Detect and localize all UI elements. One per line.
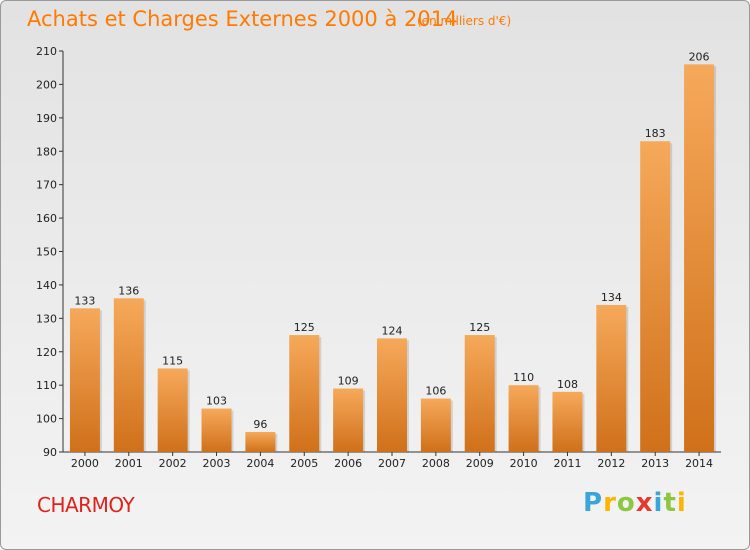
x-tick-label: 2010: [510, 457, 538, 470]
data-label: 134: [601, 291, 622, 304]
x-tick-label: 2005: [290, 457, 318, 470]
logo-letter: r: [603, 488, 617, 518]
y-tick-label: 160: [36, 212, 57, 225]
bar: [684, 64, 715, 452]
x-tick-label: 2002: [159, 457, 187, 470]
data-label: 103: [206, 395, 227, 408]
y-tick-label: 180: [36, 145, 57, 158]
data-label: 136: [118, 284, 139, 297]
logo-letter: t: [663, 488, 677, 518]
bar: [289, 335, 320, 452]
x-tick-label: 2008: [422, 457, 450, 470]
y-tick-label: 130: [36, 312, 57, 325]
data-label: 124: [382, 324, 403, 337]
y-tick-label: 210: [36, 45, 57, 58]
data-label: 206: [689, 50, 710, 63]
data-label: 108: [557, 378, 578, 391]
bar: [245, 431, 276, 452]
bar: [201, 408, 232, 452]
chart-subtitle: (en milliers d'€): [417, 14, 512, 28]
x-tick-label: 2011: [553, 457, 581, 470]
proxiti-logo: Proxiti: [583, 488, 687, 518]
x-tick-label: 2014: [685, 457, 713, 470]
bar: [508, 385, 539, 452]
y-tick-label: 120: [36, 346, 57, 359]
bar: [552, 391, 583, 452]
y-tick-label: 90: [43, 446, 57, 459]
x-tick-label: 2013: [641, 457, 669, 470]
logo-letter: i: [676, 488, 687, 518]
x-tick-label: 2012: [597, 457, 625, 470]
logo-letter: i: [653, 488, 664, 518]
bar: [596, 304, 627, 452]
x-tick-label: 2009: [466, 457, 494, 470]
logo-letter: o: [616, 488, 636, 518]
data-label: 110: [513, 371, 534, 384]
y-tick-label: 170: [36, 179, 57, 192]
x-tick-label: 2001: [115, 457, 143, 470]
bar: [113, 298, 144, 452]
data-label: 125: [294, 321, 315, 334]
x-tick-label: 2003: [203, 457, 231, 470]
data-label: 109: [338, 375, 359, 388]
bar: [420, 398, 451, 452]
data-label: 183: [645, 127, 666, 140]
bar: [464, 335, 495, 452]
logo-letter: x: [635, 488, 654, 518]
bar: [640, 141, 671, 452]
bar: [69, 308, 100, 452]
chart-title: Achats et Charges Externes 2000 à 2014: [27, 7, 458, 31]
y-tick-label: 150: [36, 246, 57, 259]
bar: [333, 388, 364, 452]
data-label: 125: [469, 321, 490, 334]
bar: [377, 338, 407, 452]
x-tick-label: 2000: [71, 457, 99, 470]
data-label: 96: [253, 418, 267, 431]
bar: [157, 368, 188, 452]
commune-name: CHARMOY: [37, 493, 135, 517]
x-tick-label: 2004: [246, 457, 274, 470]
data-label: 133: [74, 294, 95, 307]
data-label: 115: [162, 354, 183, 367]
x-tick-label: 2006: [334, 457, 362, 470]
y-tick-label: 190: [36, 112, 57, 125]
logo-letter: P: [583, 488, 604, 518]
y-tick-label: 200: [36, 78, 57, 91]
x-tick-label: 2007: [378, 457, 406, 470]
y-tick-label: 140: [36, 279, 57, 292]
y-tick-label: 100: [36, 413, 57, 426]
data-label: 106: [425, 385, 446, 398]
y-tick-label: 110: [36, 379, 57, 392]
